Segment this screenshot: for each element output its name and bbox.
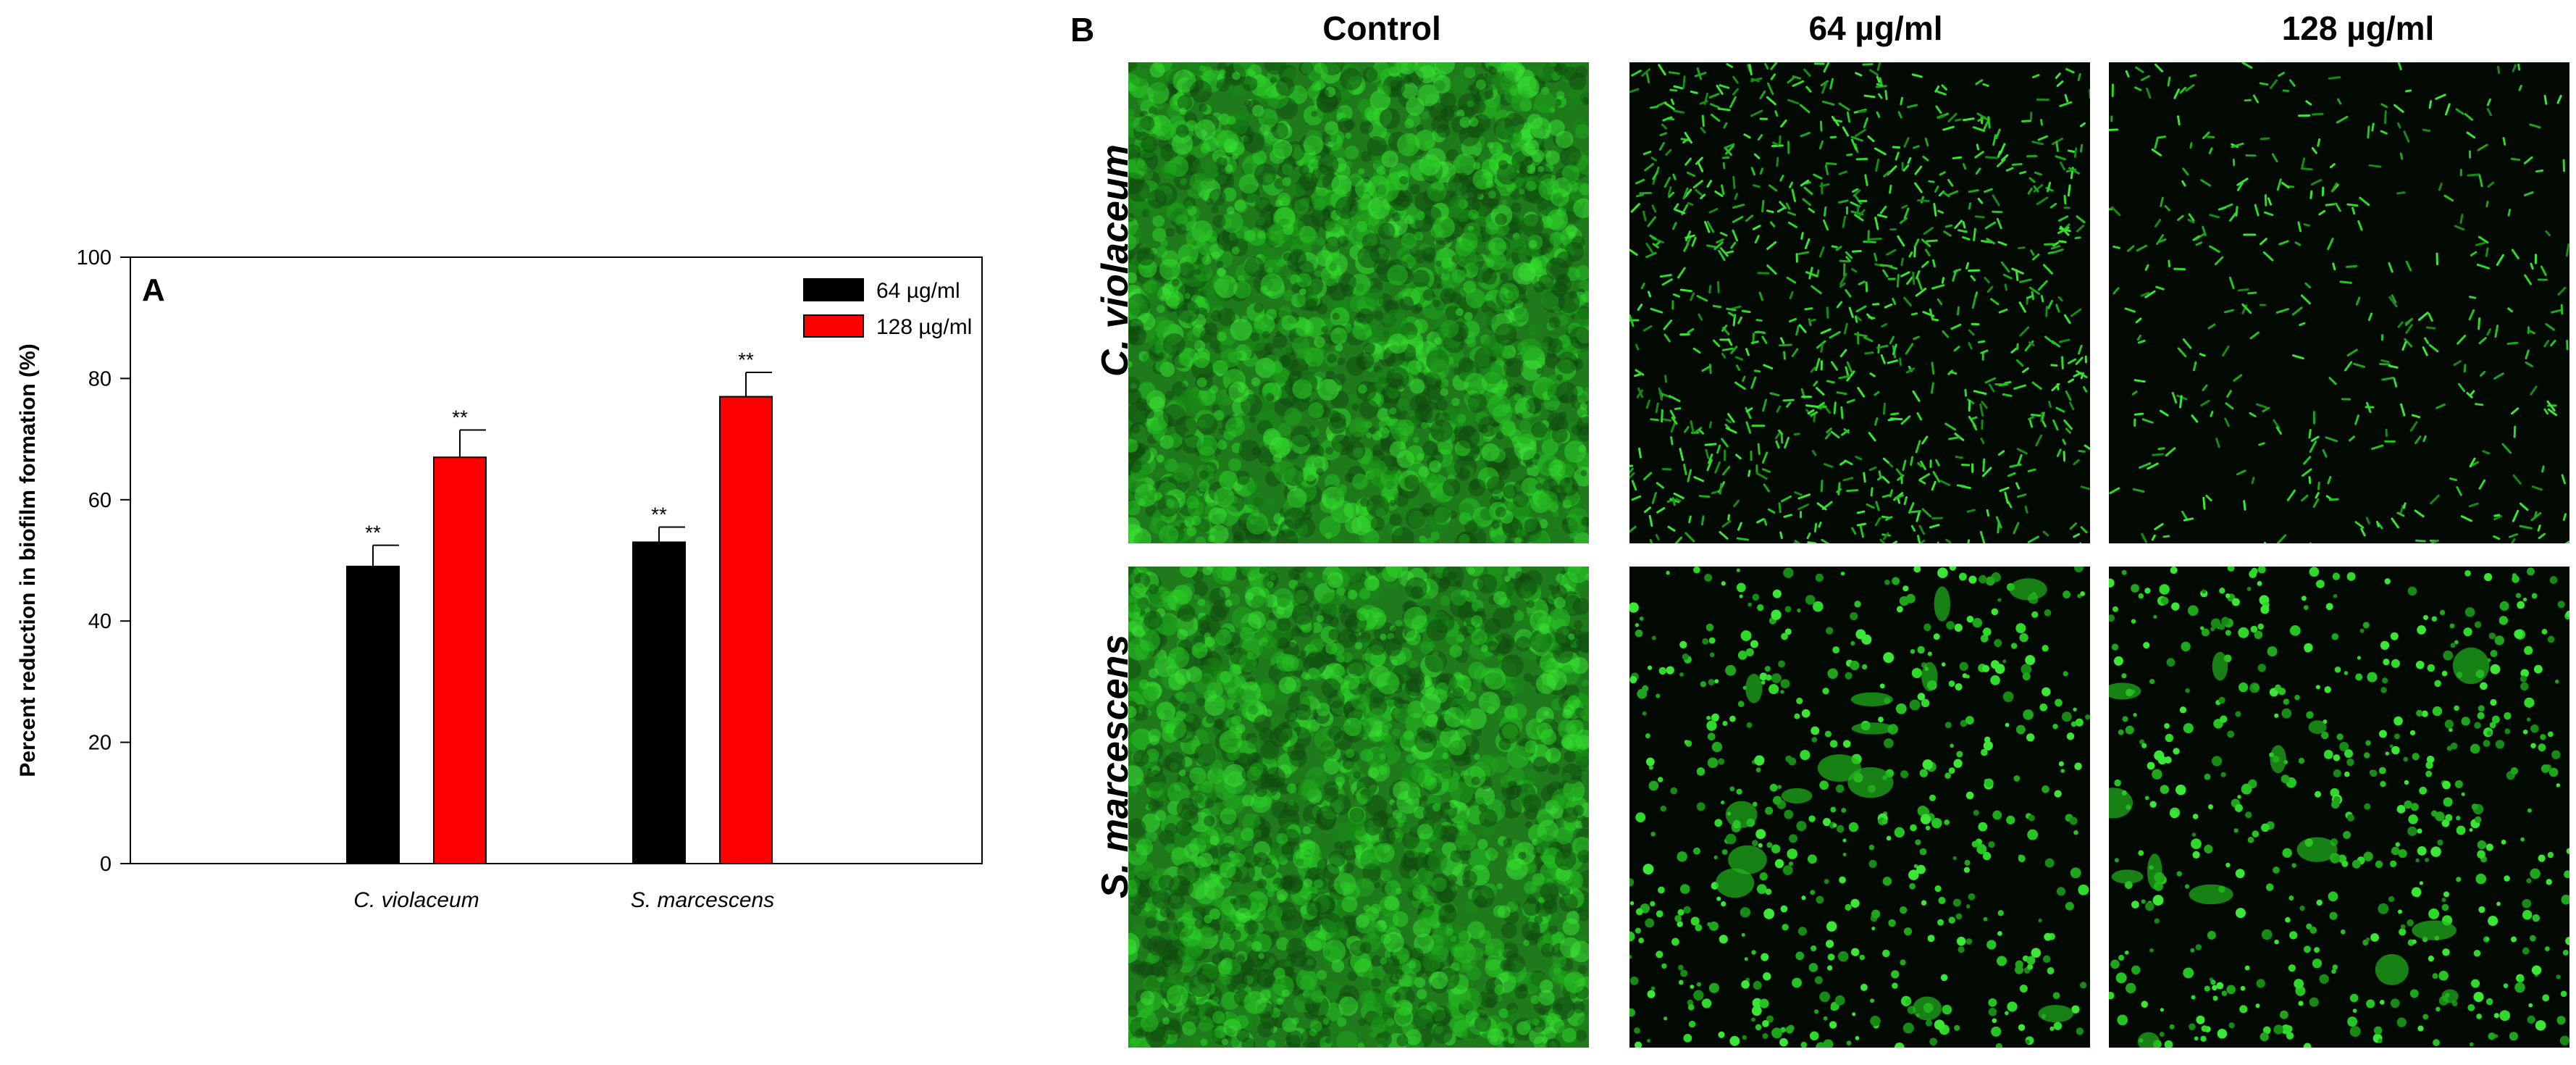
y-tick-label: 60 <box>88 489 112 512</box>
micrograph-s-marcescens-control <box>1128 567 1589 1048</box>
y-axis-label: Percent reduction in biofilm formation (… <box>16 343 40 777</box>
significance-label: ** <box>738 348 754 371</box>
micrograph-texture <box>1629 62 2090 543</box>
micrograph-texture <box>1128 62 1589 543</box>
y-tick-label: 0 <box>100 853 112 876</box>
column-header-control: Control <box>1322 9 1441 47</box>
significance-label: ** <box>651 503 667 525</box>
micrograph-s-marcescens-128 <box>2109 567 2569 1048</box>
x-tick-label: S. marcescens <box>631 888 774 912</box>
micrograph-texture <box>1629 567 2090 1048</box>
column-header-128: 128 µg/ml <box>2281 9 2435 47</box>
significance-label: ** <box>452 406 468 429</box>
column-header-64: 64 µg/ml <box>1808 9 1943 47</box>
y-tick-label: 20 <box>88 732 112 755</box>
y-tick-label: 80 <box>88 367 112 390</box>
micrograph-texture <box>1128 567 1589 1048</box>
micrograph-texture <box>2109 62 2569 543</box>
bar <box>433 456 487 864</box>
bar <box>719 396 773 864</box>
micrograph-c-violaceum-control <box>1128 62 1589 543</box>
legend-swatch <box>803 314 864 338</box>
panel-a-letter: A <box>142 272 165 308</box>
bar <box>346 565 400 864</box>
x-tick-label: C. violaceum <box>353 888 479 912</box>
micrograph-c-violaceum-64 <box>1629 62 2090 543</box>
significance-label: ** <box>365 522 381 544</box>
micrograph-s-marcescens-64 <box>1629 567 2090 1048</box>
bar <box>632 541 686 864</box>
bar-chart: 0 20 40 60 80 100 Percent reduction in biofilm… <box>16 246 983 912</box>
micrograph-texture <box>2109 567 2569 1048</box>
legend-label: 128 µg/ml <box>876 315 972 339</box>
panel-b-letter: B <box>1070 11 1095 49</box>
plot-frame <box>130 256 983 864</box>
y-tick-label: 100 <box>77 246 112 270</box>
legend-swatch <box>803 278 864 301</box>
legend-label: 64 µg/ml <box>876 279 960 303</box>
y-tick-label: 40 <box>88 610 112 633</box>
micrograph-c-violaceum-128 <box>2109 62 2569 543</box>
